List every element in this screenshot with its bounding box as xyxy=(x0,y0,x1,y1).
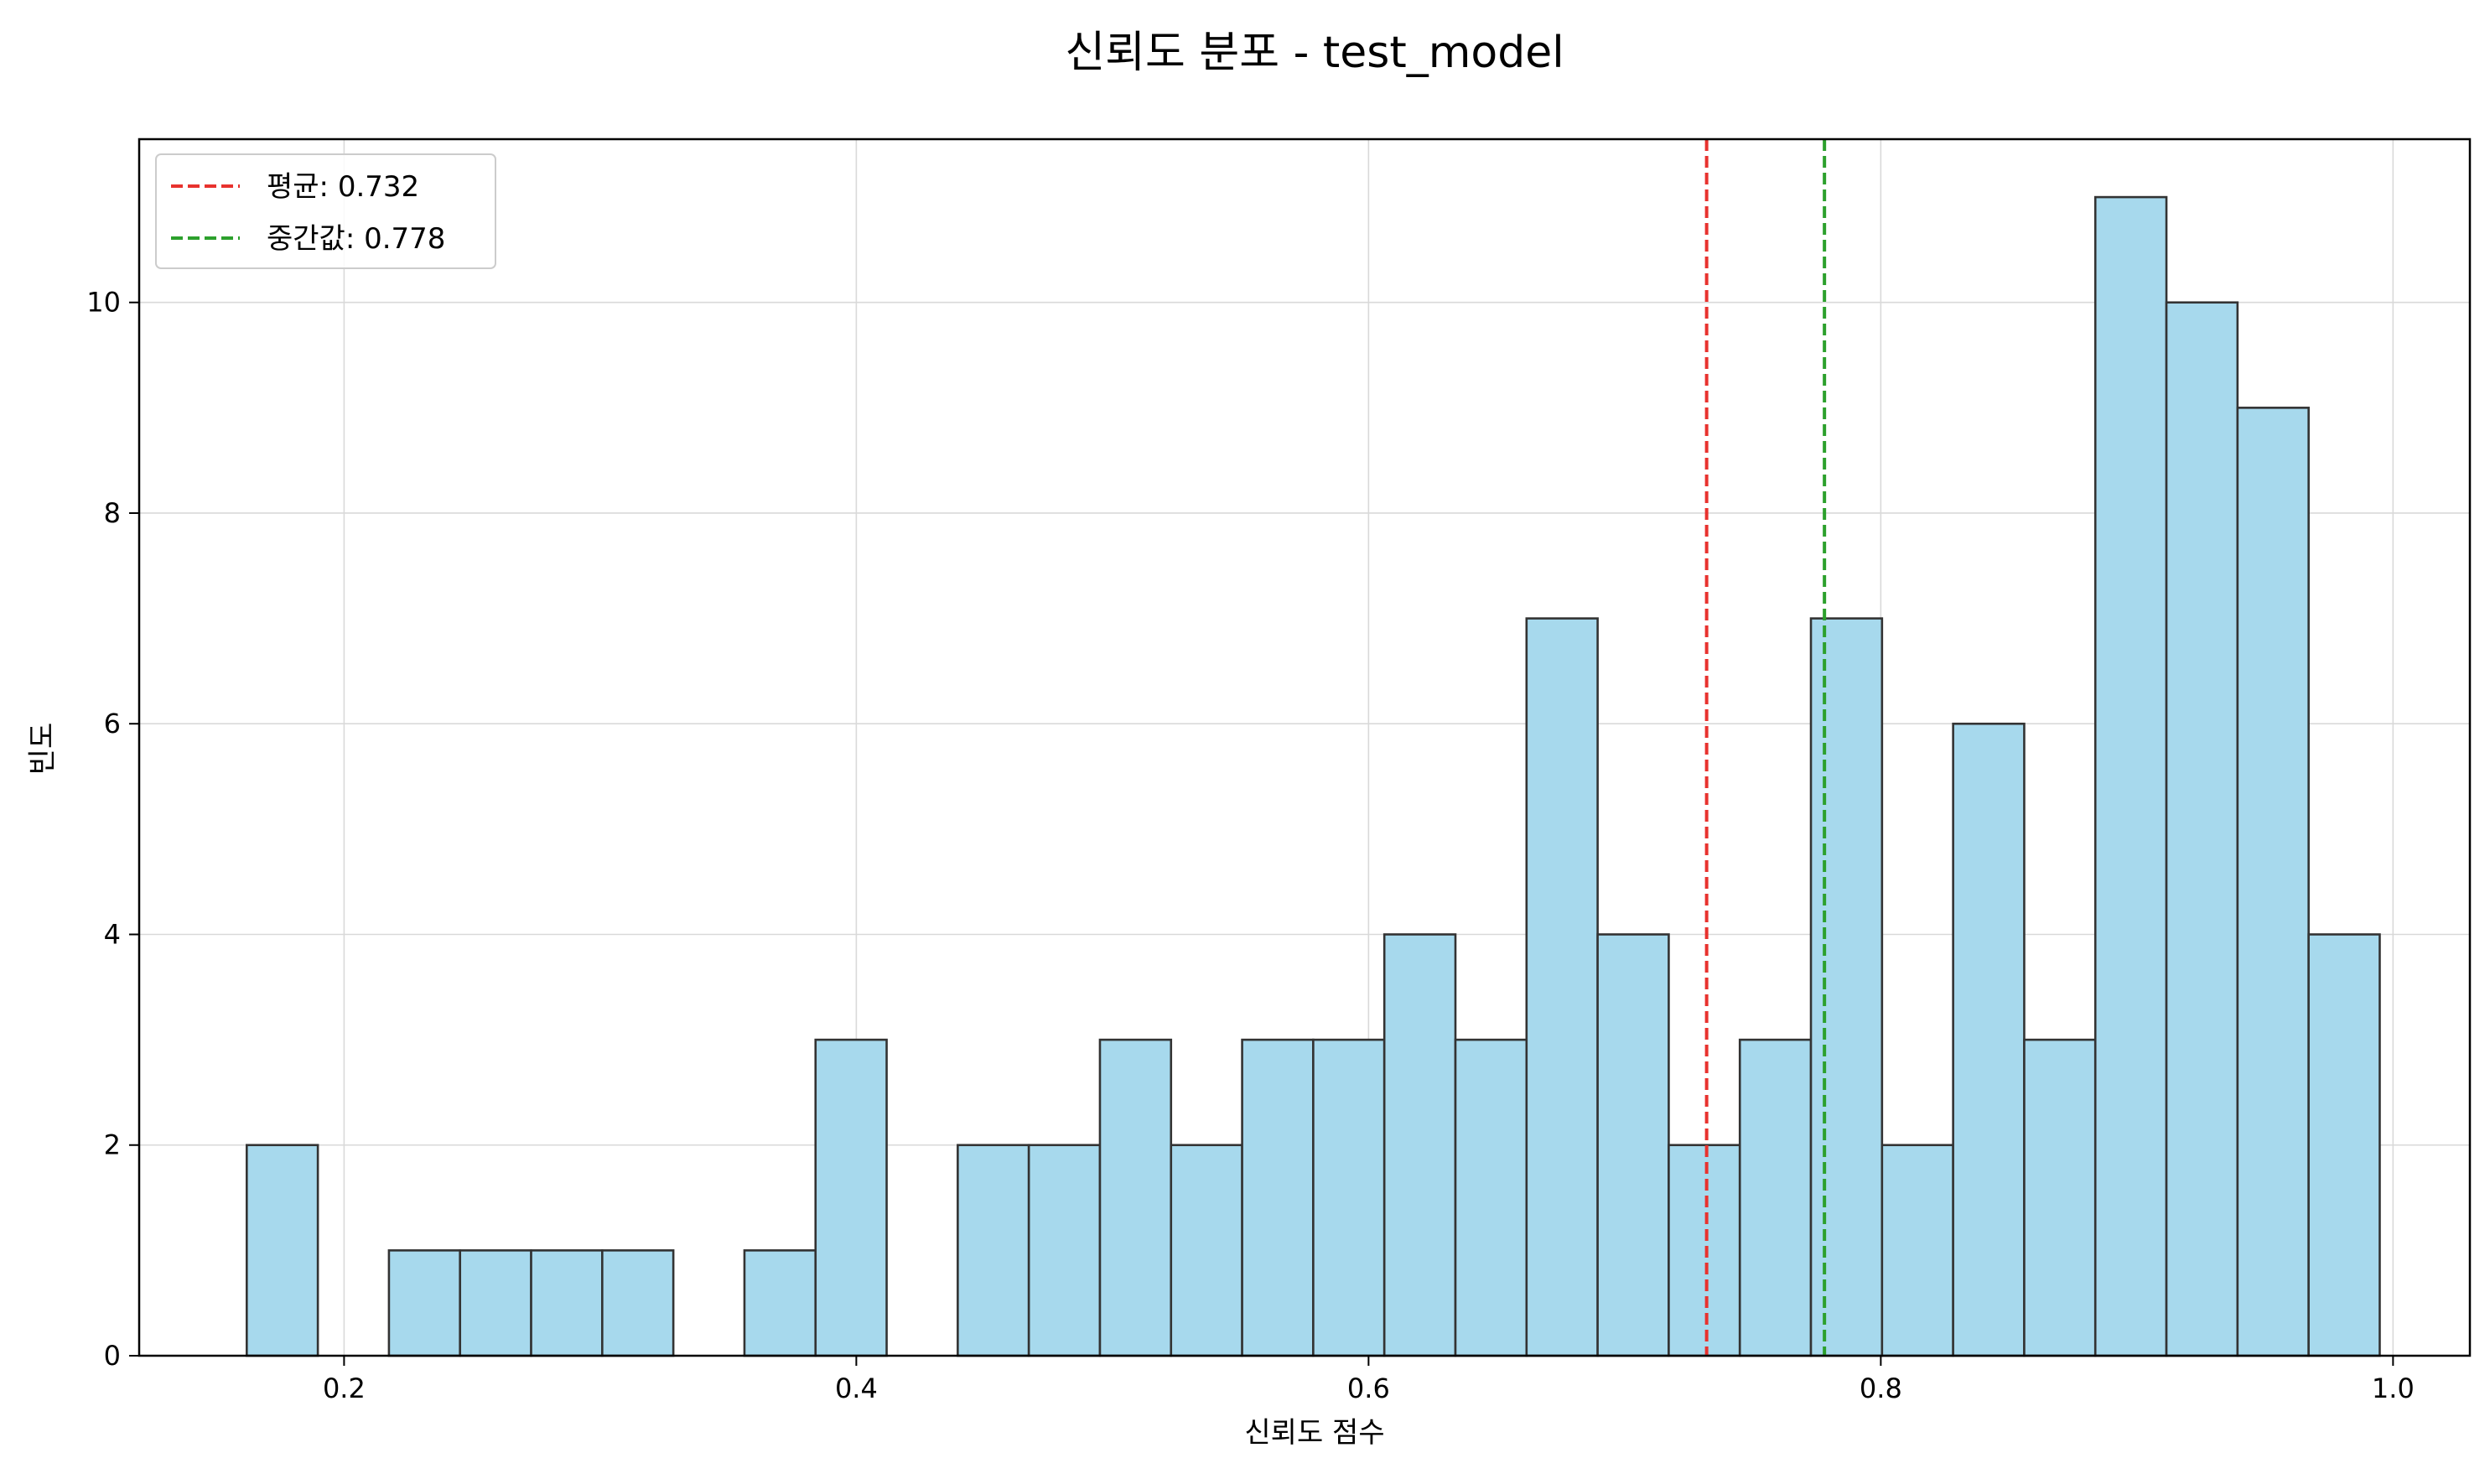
histogram-bar xyxy=(1382,933,1457,1357)
histogram-bar xyxy=(530,1249,604,1357)
histogram-bar xyxy=(1098,1038,1173,1357)
histogram-bar xyxy=(2093,195,2168,1357)
histogram-bar xyxy=(1738,1038,1813,1357)
y-tick-label: 8 xyxy=(104,497,121,529)
histogram-bar xyxy=(1596,933,1670,1357)
reference-lines xyxy=(1704,139,1827,1356)
x-tick-label: 0.4 xyxy=(835,1372,878,1404)
x-tick-label: 1.0 xyxy=(2372,1372,2415,1404)
histogram-bar xyxy=(387,1249,462,1357)
legend-box xyxy=(155,153,496,269)
histogram-bar xyxy=(2307,933,2381,1357)
histogram-bar xyxy=(957,1144,1030,1357)
histogram-bar xyxy=(1170,1144,1243,1357)
x-tick-label: 0.6 xyxy=(1347,1372,1390,1404)
y-tick-label: 2 xyxy=(104,1129,121,1161)
x-tick-label: 0.8 xyxy=(1860,1372,1902,1404)
y-tick-label: 10 xyxy=(86,287,121,319)
y-tick-label: 0 xyxy=(104,1340,121,1372)
x-axis-label: 신뢰도 점수 xyxy=(1244,1416,1384,1450)
histogram-bar xyxy=(1027,1144,1102,1357)
y-axis-ticks: 0 2 4 6 8 10 xyxy=(86,287,139,1372)
histogram-bar xyxy=(1525,617,1599,1357)
y-tick-label: 6 xyxy=(104,708,121,739)
legend-label: 평균: 0.732 xyxy=(267,170,419,204)
histogram-bar xyxy=(2023,1038,2097,1357)
legend-label: 중간값: 0.778 xyxy=(267,222,445,256)
histogram-bar xyxy=(1241,1038,1315,1357)
histogram-bar xyxy=(1952,722,2026,1357)
histogram-bar xyxy=(1809,617,1884,1357)
plot-frame xyxy=(137,138,2472,1357)
legend: 평균: 0.732 중간값: 0.778 xyxy=(155,153,496,269)
histogram-bar xyxy=(1668,1144,1741,1357)
x-tick-label: 0.2 xyxy=(323,1372,366,1404)
histogram-bar xyxy=(2236,407,2310,1357)
histogram-bars xyxy=(246,195,2381,1357)
histogram-bar xyxy=(601,1249,675,1357)
y-tick-label: 4 xyxy=(104,918,121,950)
histogram-bar xyxy=(246,1144,319,1357)
histogram-bar xyxy=(459,1249,532,1357)
histogram-bar xyxy=(2165,301,2239,1357)
histogram-bar xyxy=(1454,1038,1528,1357)
histogram-bar xyxy=(743,1249,817,1357)
chart-title: 신뢰도 분포 - test_model xyxy=(1065,28,1564,78)
x-axis-ticks: 0.2 0.4 0.6 0.8 1.0 xyxy=(323,1356,2415,1404)
histogram-bar xyxy=(814,1038,888,1357)
histogram-bar xyxy=(1312,1038,1386,1357)
histogram-bar xyxy=(1880,1144,1954,1357)
y-axis-label: 빈도 xyxy=(26,723,60,776)
